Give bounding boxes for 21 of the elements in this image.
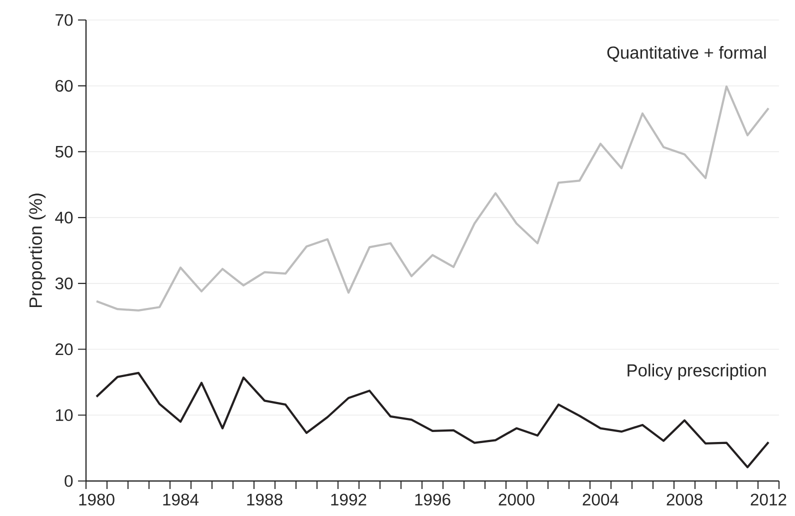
x-tick-label: 2008 — [666, 494, 702, 506]
text: Quantitative + formal — [607, 46, 766, 62]
x-tick-label: 2004 — [582, 494, 619, 506]
x-tick-label: 1988 — [247, 494, 282, 506]
x-tick-label: 1980 — [79, 494, 114, 506]
y-tick-label: 70 — [56, 14, 73, 26]
x-tick-label: 1992 — [331, 494, 366, 506]
x-tick-label: 1984 — [163, 494, 199, 506]
y-tick-label: 0 — [64, 475, 73, 487]
x-tick-label: 2000 — [498, 494, 534, 506]
text: Policy prescription — [628, 364, 766, 380]
y-tick-label: 50 — [55, 146, 73, 158]
x-tick-label: 2012 — [750, 494, 786, 506]
x-tick-label: 1996 — [415, 494, 450, 506]
y-tick-label: 60 — [56, 80, 73, 92]
y-tick-label: 40 — [55, 212, 73, 224]
y-axis-title: Proportion (%) — [28, 194, 46, 308]
y-tick-label: 10 — [56, 409, 73, 422]
y-tick-label: 20 — [56, 343, 73, 356]
y-tick-label: 30 — [55, 278, 73, 290]
line-series — [95, 85, 770, 312]
